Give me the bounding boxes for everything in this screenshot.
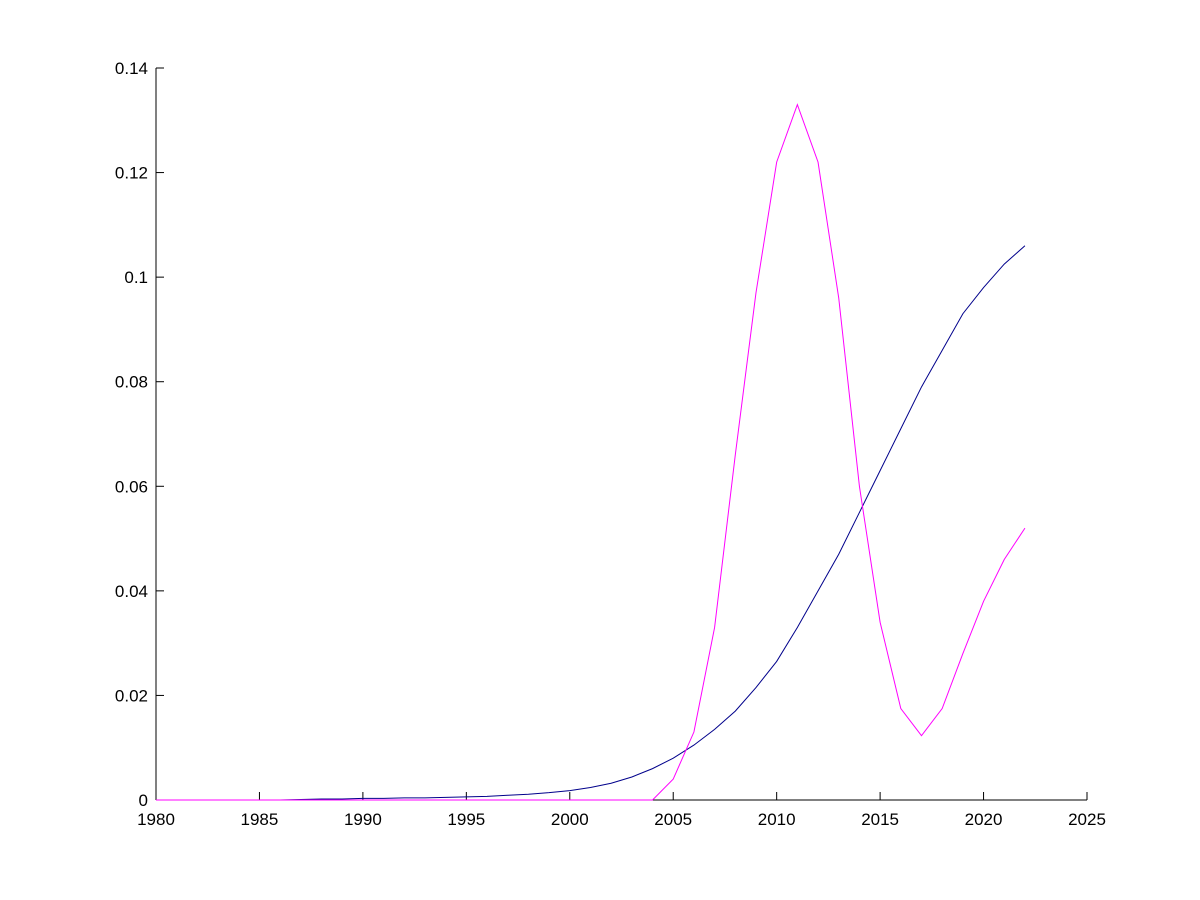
y-tick-label: 0.14	[115, 59, 148, 78]
x-tick-label: 1985	[241, 810, 279, 829]
y-tick-label: 0.02	[115, 686, 148, 705]
line-series	[156, 245, 1026, 801]
y-tick-label: 0	[139, 791, 148, 810]
x-tick-label: 2025	[1068, 810, 1106, 829]
x-tick-label: 2010	[758, 810, 796, 829]
y-tick-label: 0.12	[115, 164, 148, 183]
x-tick-label: 2015	[861, 810, 899, 829]
x-tick-label: 1995	[447, 810, 485, 829]
x-tick-label: 2005	[654, 810, 692, 829]
y-tick-label: 0.04	[115, 582, 148, 601]
x-tick-label: 2020	[965, 810, 1003, 829]
x-tick-label: 2000	[551, 810, 589, 829]
y-tick-label: 0.08	[115, 373, 148, 392]
x-tick-label: 1980	[137, 810, 175, 829]
x-tick-label: 1990	[344, 810, 382, 829]
line-series	[156, 103, 1026, 801]
y-tick-label: 0.06	[115, 477, 148, 496]
y-tick-label: 0.1	[124, 268, 148, 287]
